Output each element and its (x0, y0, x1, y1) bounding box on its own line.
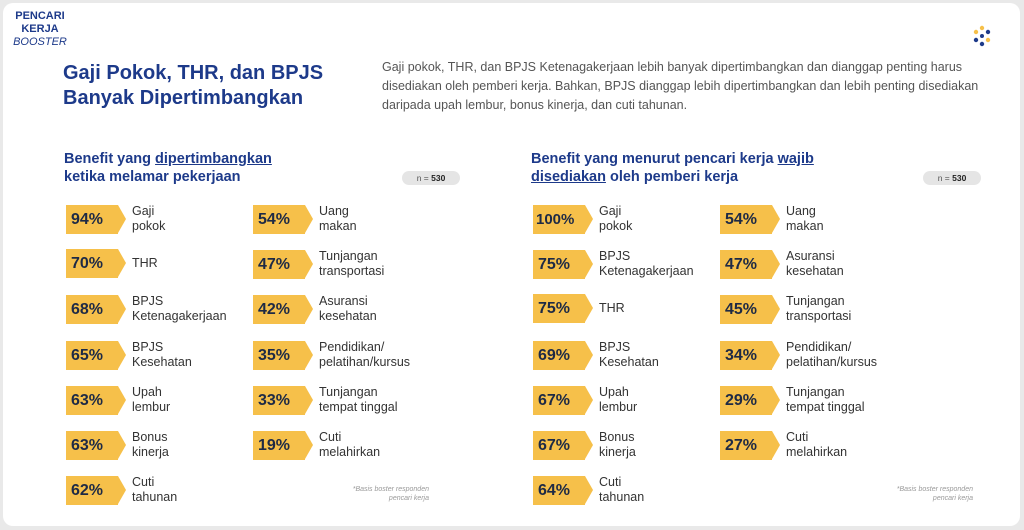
benefit-label: BPJS Ketenagakerjaan (599, 249, 694, 278)
benefit-item: 69% BPJS Kesehatan (533, 340, 659, 370)
benefit-label: Cuti melahirkan (786, 430, 848, 459)
benefit-label: THR (599, 301, 625, 315)
percentage-tag: 65% (66, 340, 126, 370)
percentage-tag: 75% (533, 294, 593, 323)
benefit-item: 63% Upah lembur (66, 385, 170, 415)
benefit-label: Upah lembur (132, 385, 171, 414)
benefit-item: 67% Bonus kinerja (533, 430, 636, 460)
benefit-item: 94% Gaji pokok (66, 204, 165, 234)
benefit-item: 19% Cuti melahirkan (253, 430, 380, 460)
percentage-tag: 47% (253, 249, 313, 279)
benefit-label: Gaji pokok (132, 204, 166, 233)
benefit-label: Tunjangan transportasi (786, 294, 852, 323)
benefit-item: 100% Gaji pokok (533, 204, 632, 234)
benefit-item: 27% Cuti melahirkan (720, 430, 847, 460)
percentage-tag: 54% (720, 204, 780, 234)
benefit-label: Pendidikan/ pelatihan/kursus (319, 340, 411, 369)
right-sample-size-badge: n = 530 (923, 171, 981, 185)
percentage-tag: 69% (533, 340, 593, 370)
benefit-label: Cuti tahunan (599, 475, 645, 504)
percentage-tag: 47% (720, 249, 780, 279)
percentage-tag: 63% (66, 430, 126, 460)
percentage-tag: 68% (66, 294, 126, 324)
left-sample-size-badge: n = 530 (402, 171, 460, 185)
benefit-item: 75% THR (533, 294, 625, 323)
benefit-label: BPJS Ketenagakerjaan (132, 294, 227, 323)
benefit-label: Tunjangan tempat tinggal (319, 385, 398, 414)
percentage-tag: 64% (533, 475, 593, 505)
benefit-label: Asuransi kesehatan (319, 294, 377, 323)
benefit-item: 54% Uang makan (253, 204, 357, 234)
benefit-label: Pendidikan/ pelatihan/kursus (786, 340, 878, 369)
percentage-tag: 27% (720, 430, 780, 460)
benefit-item: 47% Tunjangan transportasi (253, 249, 384, 279)
benefit-item: 47% Asuransi kesehatan (720, 249, 844, 279)
benefit-label: THR (132, 256, 158, 270)
percentage-tag: 63% (66, 385, 126, 415)
benefit-label: BPJS Kesehatan (132, 340, 192, 369)
benefit-label: Bonus kinerja (599, 430, 636, 459)
percentage-tag: 67% (533, 385, 593, 415)
page-title: Gaji Pokok, THR, dan BPJS Banyak Diperti… (63, 62, 324, 109)
benefit-item: 68% BPJS Ketenagakerjaan (66, 294, 227, 324)
benefit-label: Tunjangan transportasi (319, 249, 385, 278)
benefit-label: Uang makan (786, 204, 824, 233)
benefit-item: 65% BPJS Kesehatan (66, 340, 192, 370)
percentage-tag: 35% (253, 340, 313, 370)
benefit-item: 63% Bonus kinerja (66, 430, 169, 460)
benefit-item: 29% Tunjangan tempat tinggal (720, 385, 865, 415)
benefit-label: Upah lembur (599, 385, 638, 414)
percentage-tag: 70% (66, 249, 126, 278)
benefit-item: 42% Asuransi kesehatan (253, 294, 377, 324)
right-footnote: *Basis boster responden pencari kerja (896, 486, 973, 502)
benefit-label: BPJS Kesehatan (599, 340, 659, 369)
percentage-tag: 100% (533, 204, 593, 234)
benefit-label: Uang makan (319, 204, 357, 233)
benefit-item: 34% Pendidikan/ pelatihan/kursus (720, 340, 877, 370)
benefit-item: 33% Tunjangan tempat tinggal (253, 385, 398, 415)
benefit-label: Cuti tahunan (132, 475, 178, 504)
intro-paragraph: Gaji pokok, THR, dan BPJS Ketenagakerjaa… (382, 60, 979, 112)
percentage-tag: 45% (720, 294, 780, 324)
benefit-item: 70% THR (66, 249, 158, 278)
dots-logo-icon (973, 25, 991, 47)
percentage-tag: 62% (66, 475, 126, 505)
brand-logo: PENCARI KERJA BOOSTER (13, 10, 67, 48)
benefit-item: 75% BPJS Ketenagakerjaan (533, 249, 694, 279)
right-heading: Benefit yang menurut pencari kerja wajib… (531, 151, 814, 185)
percentage-tag: 94% (66, 204, 126, 234)
benefit-label: Bonus kinerja (132, 430, 169, 459)
left-heading: Benefit yang dipertimbangkan ketika mela… (64, 151, 272, 185)
benefit-item: 45% Tunjangan transportasi (720, 294, 851, 324)
percentage-tag: 33% (253, 385, 313, 415)
percentage-tag: 42% (253, 294, 313, 324)
percentage-tag: 54% (253, 204, 313, 234)
slide: PENCARI KERJA BOOSTER Gaji Pokok, THR, d… (3, 3, 1020, 526)
percentage-tag: 34% (720, 340, 780, 370)
percentage-tag: 75% (533, 249, 593, 279)
left-footnote: *Basis boster responden pencari kerja (352, 486, 429, 502)
percentage-tag: 19% (253, 430, 313, 460)
benefit-item: 62% Cuti tahunan (66, 475, 177, 505)
benefit-item: 67% Upah lembur (533, 385, 637, 415)
benefit-label: Gaji pokok (599, 204, 633, 233)
percentage-tag: 29% (720, 385, 780, 415)
benefit-label: Cuti melahirkan (319, 430, 381, 459)
percentage-tag: 67% (533, 430, 593, 460)
benefit-item: 54% Uang makan (720, 204, 824, 234)
benefit-item: 64% Cuti tahunan (533, 475, 644, 505)
benefit-label: Asuransi kesehatan (786, 249, 844, 278)
benefit-label: Tunjangan tempat tinggal (786, 385, 865, 414)
benefit-item: 35% Pendidikan/ pelatihan/kursus (253, 340, 410, 370)
